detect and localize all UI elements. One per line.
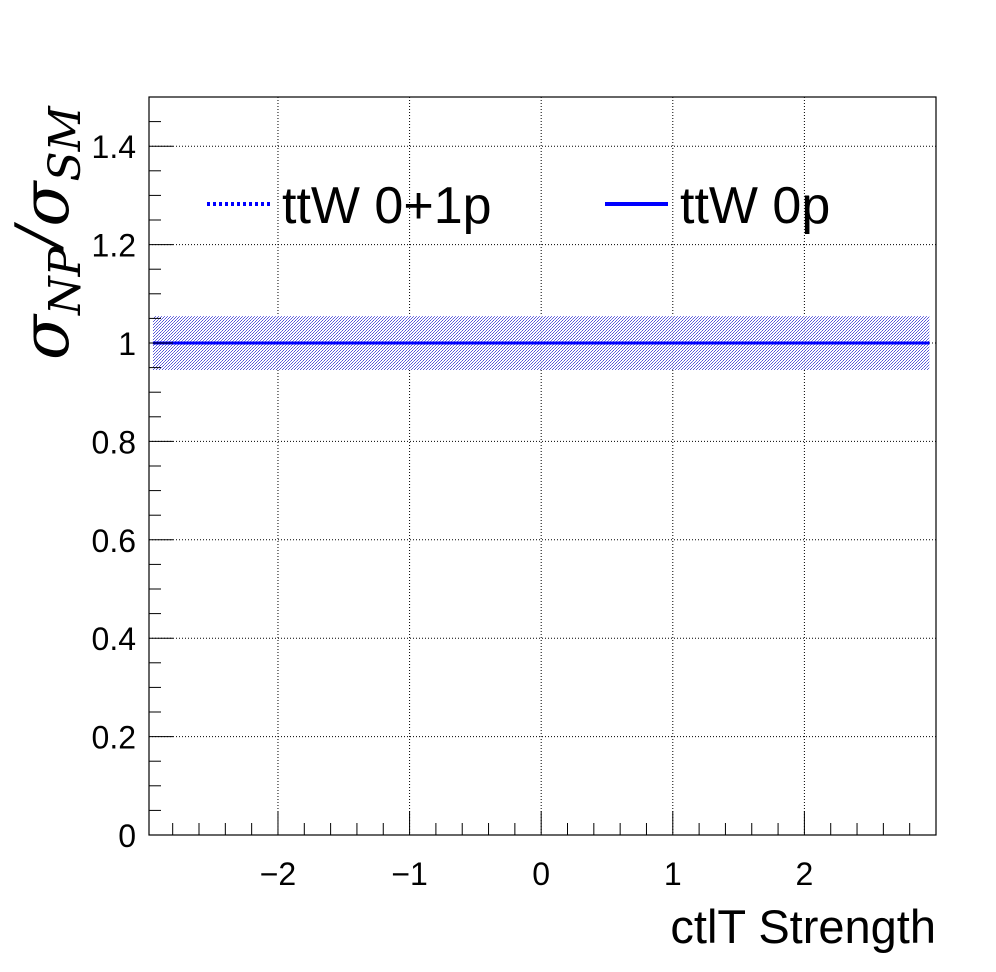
y-axis-title: σNP/σSM (3, 105, 91, 360)
x-tick-label: 2 (795, 856, 813, 892)
x-tick-label: −1 (391, 856, 427, 892)
y-tick-label: 1 (118, 326, 136, 362)
x-tick-label: 1 (664, 856, 682, 892)
y-tick-label: 0.8 (92, 424, 136, 460)
y-tick-label: 0 (118, 818, 136, 854)
y-tick-label: 1.4 (92, 129, 136, 165)
tick-labels: −2 −1 0 1 2 0 0.2 0.4 0.6 0.8 1 1.2 1.4 (92, 129, 814, 892)
legend-label: ttW 0p (680, 177, 830, 235)
x-tick-label: 0 (532, 856, 550, 892)
y-tick-label: 0.6 (92, 523, 136, 559)
plot-frame (148, 96, 937, 836)
x-axis-title: ctlT Strength (670, 900, 936, 953)
y-label-sigma-sm: σ (7, 180, 84, 227)
y-label-sub-np: NP (40, 245, 91, 316)
y-label-sub-sm: SM (40, 105, 91, 181)
axis-ticks (149, 121, 911, 836)
grid (149, 97, 936, 835)
legend-label: ttW 0+1p (282, 177, 492, 235)
y-tick-label: 0.4 (92, 621, 136, 657)
y-label-sigma-np: σ (7, 313, 84, 360)
y-tick-label: 0.2 (92, 720, 136, 756)
y-tick-label: 1.2 (92, 228, 136, 264)
x-tick-label: −2 (260, 856, 296, 892)
legend: ttW 0+1p ttW 0p (207, 177, 830, 235)
